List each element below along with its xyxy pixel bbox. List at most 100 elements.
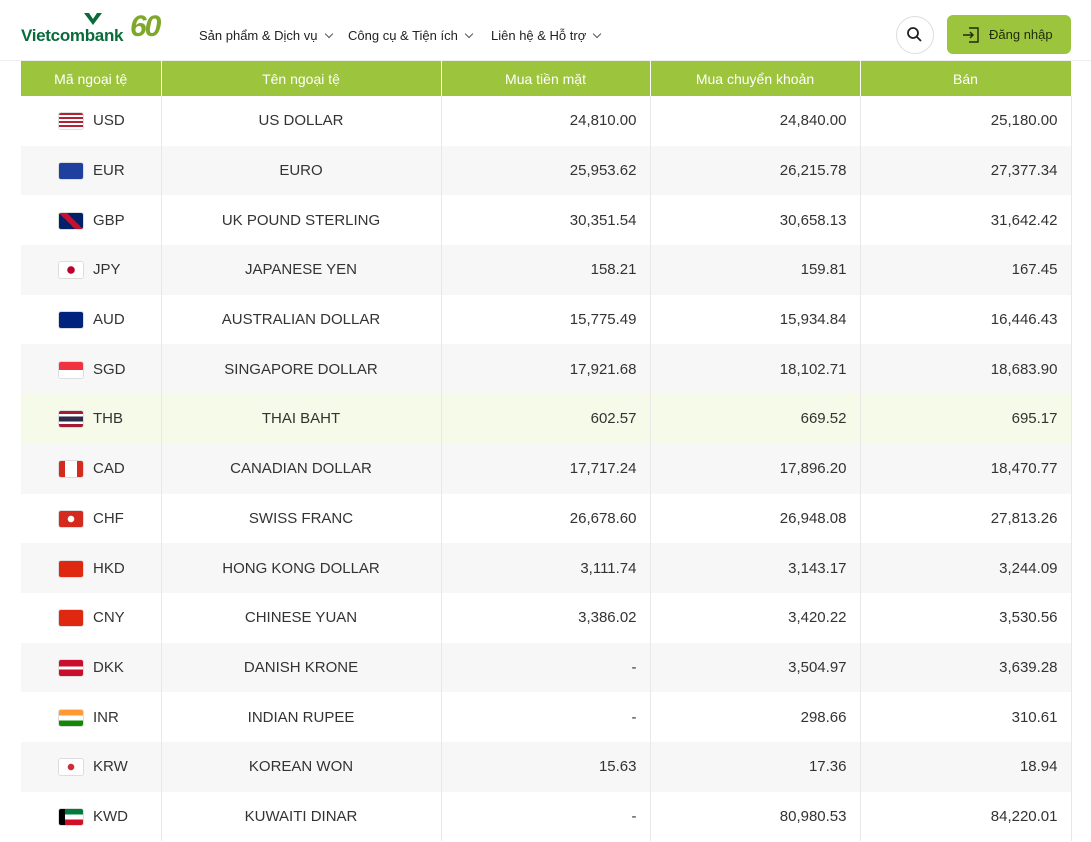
column-header: Tên ngoại tệ (161, 61, 442, 96)
logo-mark (84, 13, 102, 25)
table-row: THB THAI BAHT 602.57 669.52 695.17 (21, 394, 1072, 444)
currency-code-cell: CHF (21, 493, 162, 544)
search-icon (907, 27, 922, 42)
table-row: KWD KUWAITI DINAR -80,980.53 84,220.01 (21, 791, 1072, 842)
rate-cell: 3,244.09 (860, 543, 1072, 593)
rate-cell: 15,775.49 (441, 294, 651, 345)
rate-cell: 17.36 (650, 741, 861, 792)
rate-cell: 31,642.42 (860, 195, 1072, 246)
rate-cell: 30,351.54 (441, 195, 651, 246)
currency-name: CANADIAN DOLLAR (161, 443, 442, 494)
rate-cell: - (441, 692, 651, 742)
rate-table: Mã ngoại tệ Tên ngoại tệ Mua tiền mặt Mua c… (21, 61, 1072, 842)
rate-cell: - (441, 642, 651, 693)
table-row: AUD AUSTRALIAN DOLLAR 15,775.49 15,934.84 16… (21, 294, 1072, 345)
top-bar: Vietcombank 60 Sản phẩm & Dịch vụ Công c… (0, 0, 1091, 61)
nav-item[interactable]: Sản phẩm & Dịch vụ (199, 28, 332, 43)
rate-cell: 158.21 (441, 245, 651, 295)
login-button[interactable]: Đăng nhập (947, 15, 1071, 54)
rate-cell: 17,921.68 (441, 344, 651, 395)
currency-name: INDIAN RUPEE (161, 692, 442, 742)
rate-cell: 18.94 (860, 741, 1072, 792)
column-header: Mua chuyển khoản (650, 61, 861, 96)
rate-cell: - (441, 791, 651, 842)
currency-code-cell: THB (21, 394, 162, 444)
currency-code: HKD (93, 559, 125, 577)
currency-name: HONG KONG DOLLAR (161, 543, 442, 593)
currency-code-cell: AUD (21, 294, 162, 345)
anniversary-logo: 60 (130, 10, 161, 43)
currency-code: CAD (93, 460, 125, 478)
rate-cell: 3,639.28 (860, 642, 1072, 693)
column-header: Bán (860, 61, 1072, 96)
logo[interactable]: Vietcombank (21, 26, 124, 45)
flag (59, 659, 83, 676)
rate-cell: 25,953.62 (441, 145, 651, 196)
rate-cell: 18,683.90 (860, 344, 1072, 395)
rate-cell: 167.45 (860, 245, 1072, 295)
currency-code: CNY (93, 609, 125, 627)
currency-code: THB (93, 410, 123, 428)
currency-code-cell: SGD (21, 344, 162, 395)
table-row: EUR EURO 25,953.62 26,215.78 27,377.34 (21, 145, 1072, 196)
column-header: Mua tiền mặt (441, 61, 651, 96)
nav-item[interactable]: Liên hệ & Hỗ trợ (491, 28, 600, 43)
rate-cell: 26,215.78 (650, 145, 861, 196)
flag (59, 361, 83, 378)
table-row: SGD SINGAPORE DOLLAR 17,921.68 18,102.71 18,… (21, 344, 1072, 395)
flag (59, 461, 83, 478)
currency-code-cell: GBP (21, 195, 162, 246)
rate-cell: 24,810.00 (441, 96, 651, 146)
rate-cell: 24,840.00 (650, 96, 861, 146)
currency-name: UK POUND STERLING (161, 195, 442, 246)
currency-name: SWISS FRANC (161, 493, 442, 544)
flag (59, 610, 83, 627)
table-row: GBP UK POUND STERLING 30,351.54 30,658.13 31… (21, 195, 1072, 246)
rate-cell: 159.81 (650, 245, 861, 295)
table-row: KRW KOREAN WON 15.63 17.36 18.94 (21, 741, 1072, 792)
flag (59, 411, 83, 428)
table-row: DKK DANISH KRONE -3,504.97 3,639.28 (21, 642, 1072, 693)
currency-code: JPY (93, 261, 121, 279)
rate-cell: 18,470.77 (860, 443, 1072, 494)
rate-cell: 298.66 (650, 692, 861, 742)
flag (59, 808, 83, 825)
flag (59, 709, 83, 726)
flag (59, 759, 83, 776)
rate-cell: 602.57 (441, 394, 651, 444)
currency-name: EURO (161, 145, 442, 196)
currency-code-cell: KRW (21, 741, 162, 792)
currency-code-cell: EUR (21, 145, 162, 196)
table-row: CAD CANADIAN DOLLAR 17,717.24 17,896.20 18,4… (21, 443, 1072, 494)
rate-cell: 669.52 (650, 394, 861, 444)
currency-code: DKK (93, 658, 124, 676)
table-row: JPY JAPANESE YEN 158.21 159.81 167.45 (21, 245, 1072, 295)
flag (59, 163, 83, 180)
currency-name: AUSTRALIAN DOLLAR (161, 294, 442, 345)
currency-code: KRW (93, 758, 128, 776)
rate-cell: 30,658.13 (650, 195, 861, 246)
table-row: INR INDIAN RUPEE -298.66 310.61 (21, 692, 1072, 742)
nav-item[interactable]: Công cụ & Tiện ích (348, 28, 472, 43)
column-header: Mã ngoại tệ (21, 61, 162, 96)
currency-code: GBP (93, 211, 125, 229)
rate-cell: 18,102.71 (650, 344, 861, 395)
rate-cell: 3,111.74 (441, 543, 651, 593)
rate-cell: 15,934.84 (650, 294, 861, 345)
rate-cell: 15.63 (441, 741, 651, 792)
rate-cell: 3,530.56 (860, 592, 1072, 643)
currency-name: US DOLLAR (161, 96, 442, 146)
currency-name: JAPANESE YEN (161, 245, 442, 295)
flag (59, 510, 83, 527)
currency-code-cell: INR (21, 692, 162, 742)
search-button[interactable] (896, 16, 934, 54)
rate-cell: 310.61 (860, 692, 1072, 742)
rate-cell: 3,386.02 (441, 592, 651, 643)
rate-cell: 16,446.43 (860, 294, 1072, 345)
login-label: Đăng nhập (989, 27, 1053, 42)
currency-name: KOREAN WON (161, 741, 442, 792)
currency-code: USD (93, 112, 125, 130)
rate-cell: 695.17 (860, 394, 1072, 444)
currency-code: INR (93, 708, 119, 726)
